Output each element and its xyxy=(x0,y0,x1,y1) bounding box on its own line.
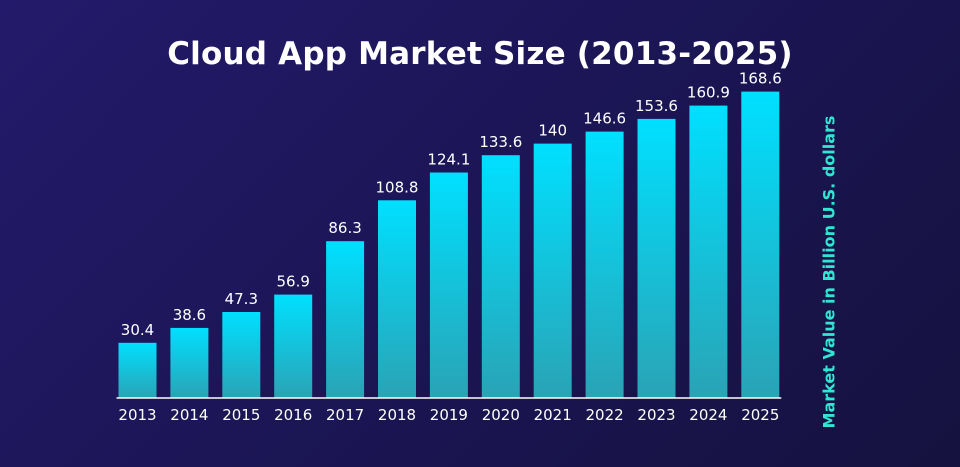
value-label-2016: 56.9 xyxy=(276,273,309,291)
bar-2020 xyxy=(481,155,520,398)
x-tick-label-2013: 2013 xyxy=(118,406,156,424)
bar-2018 xyxy=(378,200,416,398)
value-label-2025: 168.6 xyxy=(739,70,782,88)
value-label-2017: 86.3 xyxy=(328,219,361,237)
value-label-2015: 47.3 xyxy=(225,290,258,308)
x-tick-label-2024: 2024 xyxy=(689,406,727,424)
x-tick-label-2015: 2015 xyxy=(222,406,260,424)
value-label-2024: 160.9 xyxy=(687,84,730,102)
value-label-2018: 108.8 xyxy=(376,178,419,196)
bar-2024 xyxy=(689,105,728,398)
value-label-2023: 153.6 xyxy=(635,97,678,115)
x-tick-label-2021: 2021 xyxy=(534,406,572,424)
bar-2013 xyxy=(118,342,157,398)
value-label-2014: 38.6 xyxy=(173,306,206,324)
bar-2021 xyxy=(533,143,572,398)
bar-2016 xyxy=(274,294,313,398)
value-label-2022: 146.6 xyxy=(583,110,626,128)
x-tick-label-2017: 2017 xyxy=(326,406,364,424)
chart-title: Cloud App Market Size (2013-2025) xyxy=(167,36,793,72)
bar-2017 xyxy=(326,241,365,398)
bar-2015 xyxy=(222,312,261,398)
x-tick-label-2018: 2018 xyxy=(378,406,416,424)
x-tick-label-2014: 2014 xyxy=(170,406,208,424)
bar-2019 xyxy=(429,172,468,398)
value-label-2021: 140 xyxy=(538,122,567,140)
x-tick-label-2019: 2019 xyxy=(430,406,468,424)
value-label-2019: 124.1 xyxy=(427,151,470,169)
value-labels-group: 30.4 38.6 47.3 56.9 86.3 108.8 124.1 133.6 140 14… xyxy=(121,70,782,339)
value-label-2013: 30.4 xyxy=(121,321,154,339)
x-tick-label-2023: 2023 xyxy=(637,406,675,424)
x-tick-label-2020: 2020 xyxy=(482,406,520,424)
x-tick-label-2022: 2022 xyxy=(586,406,624,424)
bars-group xyxy=(118,91,780,399)
x-tick-label-2016: 2016 xyxy=(274,406,312,424)
bar-2023 xyxy=(637,118,676,399)
value-label-2020: 133.6 xyxy=(479,133,522,151)
bar-2022 xyxy=(585,131,624,398)
x-tick-labels-group: 2013 2014 2015 2016 2017 2018 2019 2020 2021 2022… xyxy=(118,406,779,424)
x-tick-label-2025: 2025 xyxy=(741,406,779,424)
bar-2025 xyxy=(741,91,780,398)
bar-2014 xyxy=(170,327,209,398)
